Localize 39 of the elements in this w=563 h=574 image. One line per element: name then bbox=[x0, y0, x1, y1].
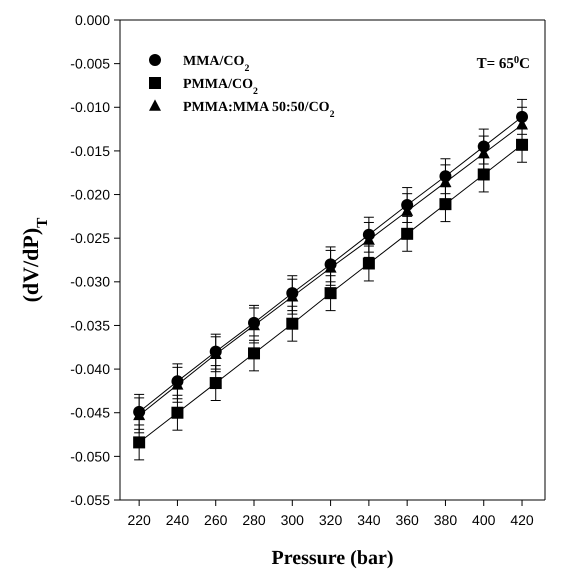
point bbox=[439, 198, 452, 210]
point bbox=[401, 228, 414, 240]
y-tick-label: -0.040 bbox=[70, 360, 110, 377]
point bbox=[133, 436, 146, 448]
point bbox=[286, 318, 298, 330]
legend-label: PMMA/CO$_{2}$ bbox=[183, 76, 258, 96]
point bbox=[324, 287, 337, 300]
annotation: T= 65$^{0}$C bbox=[476, 54, 530, 72]
legend-label: MMA/CO$_{2}$ bbox=[183, 54, 250, 74]
x-axis-title: Pressure (bar) bbox=[271, 547, 394, 569]
point bbox=[478, 168, 490, 180]
y-tick-label: -0.005 bbox=[70, 56, 110, 72]
x-tick-label: 280 bbox=[242, 512, 266, 528]
point bbox=[210, 377, 222, 390]
y-tick-label: -0.030 bbox=[70, 274, 110, 290]
y-tick-label: -0.025 bbox=[70, 230, 110, 246]
x-tick-label: 360 bbox=[395, 512, 420, 528]
x-tick-label: 220 bbox=[127, 512, 152, 528]
point bbox=[362, 257, 375, 270]
x-tick-label: 300 bbox=[280, 512, 304, 528]
y-tick-label: 0.000 bbox=[74, 12, 110, 28]
y-tick-label: -0.045 bbox=[70, 404, 110, 421]
y-tick-label: -0.010 bbox=[70, 99, 110, 116]
y-tick-label: -0.015 bbox=[70, 142, 110, 159]
point bbox=[516, 138, 528, 151]
y-tick-label: -0.050 bbox=[70, 448, 110, 464]
x-tick-label: 340 bbox=[357, 512, 381, 528]
y-tick-label: -0.035 bbox=[70, 317, 110, 334]
x-tick-label: 260 bbox=[204, 512, 228, 528]
x-tick-label: 400 bbox=[472, 512, 496, 528]
y-tick-label: -0.020 bbox=[70, 186, 110, 202]
x-tick-label: 240 bbox=[166, 512, 190, 528]
x-tick-label: 420 bbox=[510, 512, 534, 528]
point bbox=[248, 347, 260, 360]
legend-label: PMMA:MMA 50:50/CO$_{2}$ bbox=[183, 100, 335, 120]
x-tick-label: 380 bbox=[434, 512, 458, 528]
point bbox=[171, 406, 184, 419]
y-tick-label: -0.055 bbox=[70, 492, 110, 508]
x-tick-label: 320 bbox=[318, 512, 342, 528]
